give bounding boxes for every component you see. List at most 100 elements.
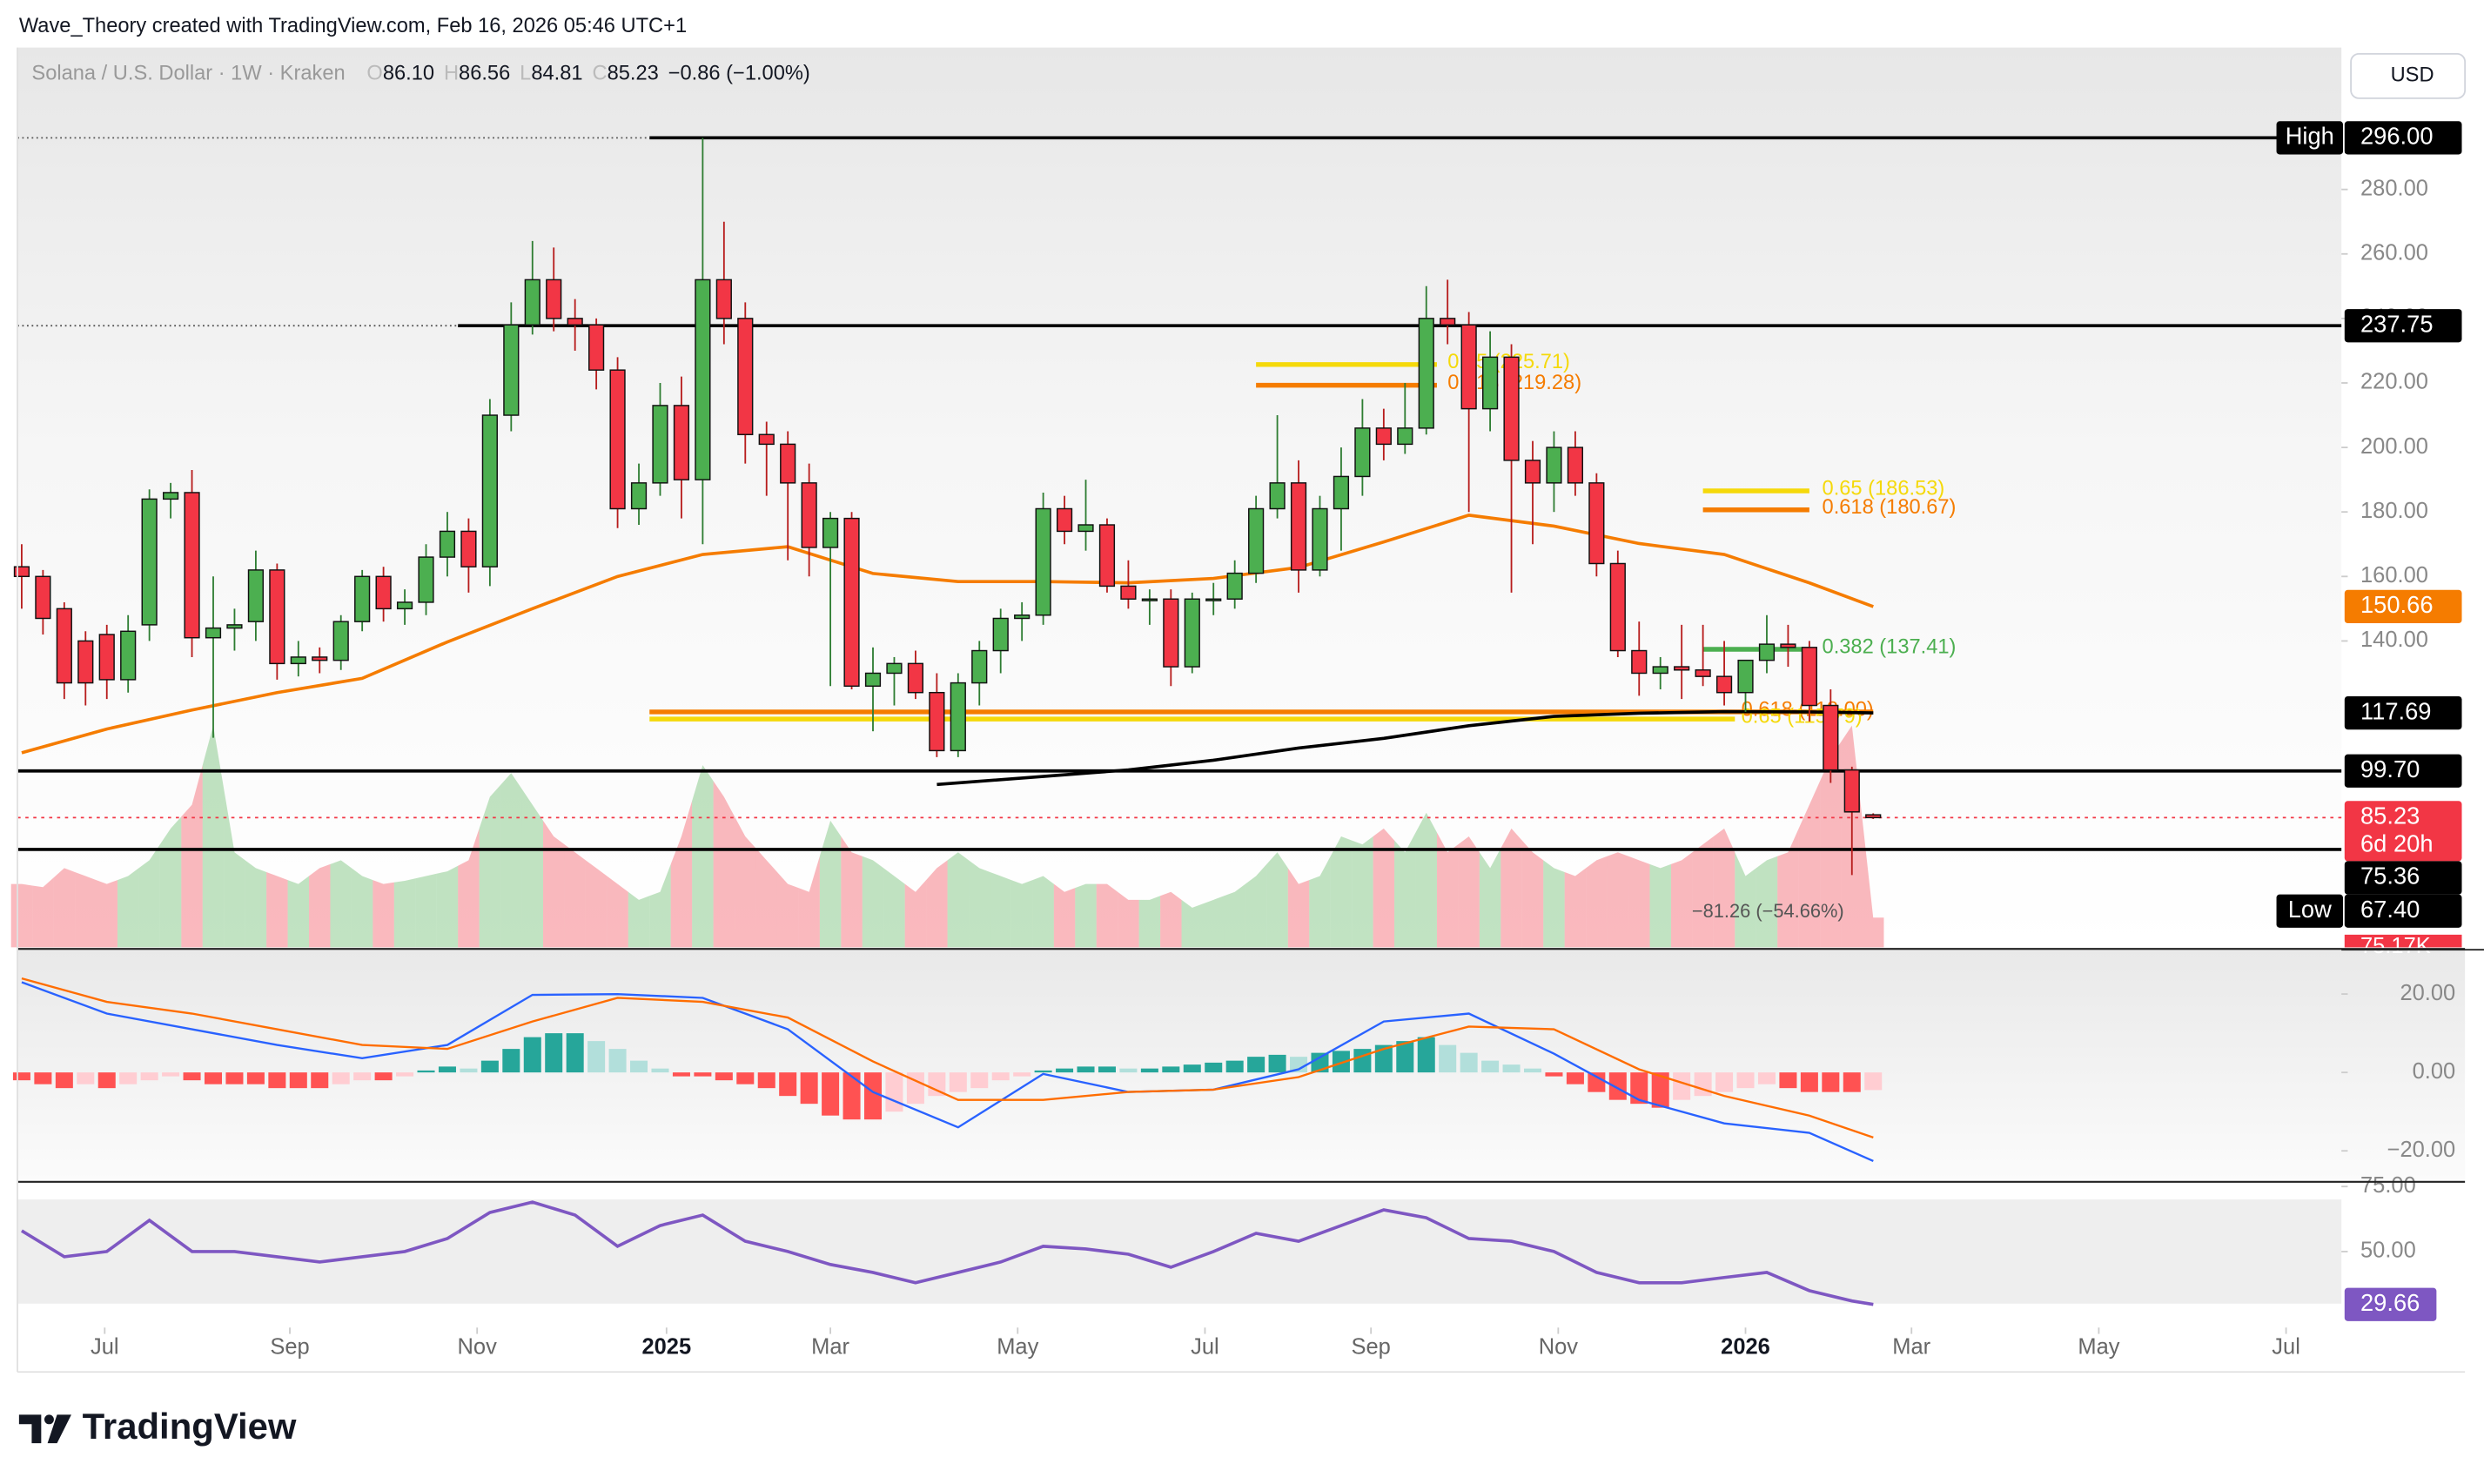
volume-area [181, 765, 203, 948]
candle-body [77, 640, 94, 684]
ohlc-value: 86.10 [383, 63, 434, 85]
price-tag: High [2286, 123, 2334, 150]
macd-histogram-bar [1098, 1066, 1116, 1073]
logo-text: TradingView [83, 1406, 297, 1447]
price-label: 99.70 [2360, 755, 2420, 782]
candle-body [737, 318, 754, 435]
volume-area [841, 836, 863, 948]
price-label: 75.36 [2360, 863, 2420, 890]
macd-histogram-bar [779, 1072, 797, 1097]
candle-body [801, 482, 817, 548]
volume-area [202, 725, 225, 948]
fib-label: 0.65 (115.79) [1742, 706, 1863, 729]
volume-area [969, 860, 990, 948]
macd-histogram-bar [1417, 1037, 1435, 1073]
candle-body [1120, 585, 1137, 600]
volume-area [649, 863, 671, 948]
volume-area [1032, 876, 1054, 948]
candle-body [1823, 704, 1839, 771]
macd-histogram-bar [460, 1068, 478, 1073]
macd-histogram-bar [928, 1072, 946, 1097]
volume-area [393, 878, 416, 948]
candle-body [98, 634, 115, 681]
price-label-box [2344, 801, 2462, 862]
candle-body [1546, 447, 1562, 484]
macd-histogram-bar [991, 1072, 1010, 1081]
ohlc-letter: L [520, 63, 531, 85]
candle-body [247, 569, 265, 622]
volume-label-box [2344, 934, 2462, 948]
macd-histogram-bar [1460, 1052, 1478, 1073]
macd-histogram-bar [949, 1072, 967, 1092]
candle-body [1843, 769, 1860, 813]
price-label: 296.00 [2360, 123, 2434, 150]
candle-body [907, 662, 924, 694]
volume-area [1564, 868, 1587, 948]
macd-histogram-bar [1481, 1060, 1500, 1073]
y-tick-label: 0.00 [2413, 1059, 2456, 1084]
x-tick-label: May [2078, 1335, 2119, 1360]
volume-area [1373, 828, 1395, 948]
currency-label[interactable]: USD [2391, 64, 2434, 87]
volume-area [458, 828, 480, 948]
macd-histogram-bar [651, 1068, 669, 1073]
macd-histogram-bar [1268, 1054, 1286, 1073]
price-label-box [2344, 894, 2462, 928]
candle-body [843, 517, 860, 688]
macd-histogram-bar [715, 1072, 733, 1081]
macd-histogram-bar [119, 1072, 138, 1084]
volume-area [1798, 781, 1821, 948]
macd-histogram-bar [480, 1060, 499, 1073]
candle-body [184, 492, 200, 639]
x-tick-label: Sep [270, 1335, 309, 1360]
macd-histogram-bar [1545, 1072, 1563, 1077]
x-tick-label: Mar [811, 1335, 849, 1360]
ohlc-value: 86.56 [459, 63, 510, 85]
volume-area [1160, 891, 1182, 948]
candle-body [312, 656, 328, 661]
macd-histogram-bar [906, 1072, 924, 1105]
fib-label: 0.618 (180.67) [1823, 496, 1957, 519]
candle-body [1163, 598, 1179, 668]
macd-histogram-bar [1757, 1072, 1776, 1084]
candle-body [992, 617, 1009, 652]
candle-body [950, 682, 966, 752]
macd-histogram-bar [1673, 1072, 1691, 1100]
price-label: 85.23 [2360, 802, 2420, 829]
candle-body [1205, 598, 1222, 601]
candle-body [269, 569, 285, 665]
volume-area [330, 860, 352, 948]
volume-area [713, 781, 735, 948]
macd-histogram-bar [1864, 1072, 1883, 1091]
currency-button[interactable] [2350, 52, 2467, 99]
volume-label: 75.17K [2360, 934, 2431, 958]
macd-histogram-bar [1034, 1070, 1052, 1073]
volume-area [1415, 812, 1437, 948]
price-label-box [2344, 861, 2462, 895]
volume-area [373, 880, 394, 948]
macd-line [21, 977, 1874, 1138]
candle-body [1460, 324, 1477, 410]
macd-histogram-bar [566, 1033, 584, 1073]
candle-body [226, 624, 243, 629]
candle-body [929, 691, 945, 752]
candle-body [1801, 647, 1817, 707]
macd-histogram-bar [77, 1072, 95, 1084]
y-tick-label: 260.00 [2360, 240, 2428, 265]
volume-area [862, 856, 884, 948]
price-pane [17, 47, 2342, 948]
y-tick-label: 280.00 [2360, 176, 2428, 200]
y-tick-label: 75.00 [2360, 1173, 2416, 1198]
volume-area [1607, 852, 1629, 948]
macd-histogram-bar [1205, 1062, 1223, 1073]
volume-area [1777, 828, 1799, 948]
macd-histogram-bar [396, 1072, 414, 1077]
candle-body [695, 279, 711, 480]
ohlc-letter: C [592, 63, 607, 85]
candle-body [1440, 318, 1456, 326]
x-tick-label: Jul [1191, 1335, 1219, 1360]
macd-histogram-bar [1013, 1072, 1031, 1077]
candle-body [1226, 572, 1243, 600]
volume-area [607, 876, 628, 948]
ohlc-value: 85.23 [608, 63, 659, 85]
